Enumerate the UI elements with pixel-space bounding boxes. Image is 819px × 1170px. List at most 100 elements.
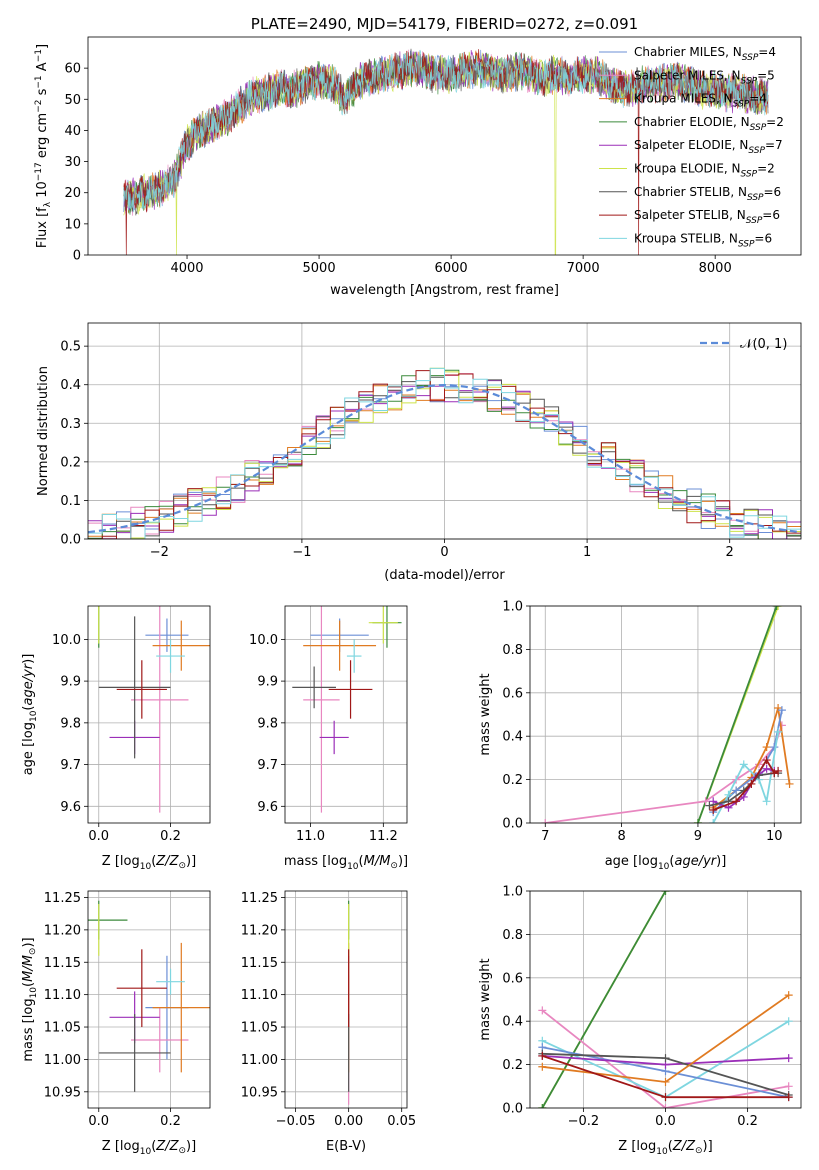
weight-marker [774, 766, 783, 775]
legend: 𝒩(0, 1) [700, 337, 787, 352]
y-tick-label: 50 [64, 93, 81, 108]
x-tick-label: 0.0 [88, 1114, 109, 1129]
y-tick-label: 1.0 [502, 600, 523, 615]
x-tick-label: 4000 [170, 261, 203, 276]
residuals-panel: −2 −1 0 1 2 0.0 0.1 0.2 0.3 0.4 0.5 𝒩(0, 1) (data-mo… [36, 322, 802, 583]
errorbar-point [131, 606, 189, 813]
y-tick-label: 0.0 [502, 817, 523, 832]
y-tick-label: 9.7 [60, 758, 81, 773]
axes-frame [87, 36, 802, 256]
plot-area [88, 367, 801, 539]
y-tick-label: 9.8 [257, 716, 278, 731]
age-vs-metallicity-panel: 0.0 0.2 9.6 9.7 9.8 9.9 10.0 Z [log10(Z/Z⊙)] age… [21, 605, 211, 872]
y-tick-label: 10.95 [44, 1085, 81, 1100]
y-tick-label: 11.05 [241, 1021, 278, 1036]
svg-text:age [log10(age/yr)]: age [log10(age/yr)] [21, 654, 39, 776]
weight-marker [661, 1104, 670, 1108]
errorbar-point [292, 666, 336, 709]
y-tick-label: 9.6 [257, 800, 278, 815]
weight-marker [784, 1017, 793, 1026]
y-tick-label: 60 [64, 62, 81, 77]
y-tick-label: 0.2 [502, 1058, 523, 1073]
y-tick-label: 40 [64, 124, 81, 139]
spectrum-panel: 4000 5000 6000 7000 8000 0 10 20 30 40 50 60 PLATE=2… [34, 15, 802, 298]
x-axis-label: mass [log10(M/M⊙)] [284, 854, 408, 872]
y-tick-label: 11.15 [44, 956, 81, 971]
errorbar-point [152, 942, 210, 1073]
legend: Chabrier MILES, NSSP=4 Salpeter MILES, NS… [599, 45, 784, 249]
axes-frame [284, 605, 408, 824]
weight-marker [762, 756, 771, 765]
y-tick-label: 9.7 [257, 758, 278, 773]
axes: 4000 5000 6000 7000 8000 0 10 20 30 40 50 60 PLATE=2… [34, 15, 802, 298]
x-tick-label: 11.0 [296, 829, 325, 844]
y-tick-label: 0.5 [60, 340, 81, 355]
x-tick-label: 0 [440, 545, 448, 560]
y-tick-label: 11.15 [241, 956, 278, 971]
mass-vs-ebv-panel: −0.05 0.00 0.05 10.95 11.00 11.05 11.10 11.15 11… [241, 890, 416, 1154]
axes: −2 −1 0 1 2 0.0 0.1 0.2 0.3 0.4 0.5 𝒩(0, 1) (data-mo… [36, 322, 802, 583]
y-tick-label: 11.00 [44, 1053, 81, 1068]
weight-marker [541, 819, 550, 823]
y-tick-label: 9.9 [257, 675, 278, 690]
weight-marker [661, 1093, 670, 1102]
axes-frame [87, 605, 211, 824]
x-tick-label: 7 [541, 829, 549, 844]
y-axis-label: age [log10(age/yr)] [21, 654, 39, 776]
weight-marker [777, 706, 786, 715]
age-vs-mass-panel: 11.0 11.2 9.6 9.7 9.8 9.9 10.0 mass [log10(M/M⊙… [249, 605, 408, 872]
y-tick-label: 11.20 [44, 923, 81, 938]
x-axis-label: wavelength [Angstrom, rest frame] [330, 283, 559, 298]
y-tick-label: 11.00 [241, 1053, 278, 1068]
weight-marker [538, 1104, 547, 1108]
x-tick-label: 0.2 [160, 829, 181, 844]
x-tick-label: −2 [150, 545, 169, 560]
axes: −0.2 0.0 0.2 0.0 0.2 0.4 0.6 0.8 1.0 Z [log10(Z/Z… [478, 885, 802, 1157]
plot-area [538, 891, 793, 1108]
y-tick-label: 11.25 [44, 891, 81, 906]
errorbar-point [346, 639, 362, 673]
axes: −0.05 0.00 0.05 10.95 11.00 11.05 11.10 11.15 11… [241, 890, 416, 1154]
y-tick-label: 10.0 [249, 633, 278, 648]
y-tick-label: 0.3 [60, 417, 81, 432]
x-tick-label: 7000 [567, 261, 600, 276]
grid [285, 891, 407, 1108]
legend-label: Kroupa MILES, NSSP=4 [634, 92, 767, 110]
errorbar-point [368, 606, 398, 644]
weight-marker [661, 891, 670, 895]
y-tick-label: 0.6 [502, 971, 523, 986]
x-tick-label: 5000 [303, 261, 336, 276]
y-tick-label: 11.05 [44, 1021, 81, 1036]
weight-marker [762, 797, 771, 806]
weight-marker [762, 743, 771, 752]
normal-curve [88, 383, 801, 534]
errorbar-point [98, 1014, 171, 1092]
plot-area [123, 48, 769, 255]
legend-label: Chabrier STELIB, NSSP=6 [634, 185, 781, 203]
y-tick-label: 9.9 [60, 675, 81, 690]
weight-marker [772, 606, 781, 610]
errorbar-point [156, 968, 185, 995]
weight-marker [661, 1077, 670, 1086]
y-tick-label: 11.10 [241, 988, 278, 1003]
y-tick-label: 11.10 [44, 988, 81, 1003]
weight-marker [661, 1054, 670, 1063]
y-tick-label: 9.8 [60, 716, 81, 731]
x-tick-label: 8 [617, 829, 625, 844]
x-tick-label: 1 [583, 545, 591, 560]
y-axis-label: Normed distribution [36, 366, 51, 496]
y-tick-label: 0.8 [502, 928, 523, 943]
weight-marker [538, 1062, 547, 1071]
axes-frame [284, 890, 408, 1109]
svg-text:mass weight: mass weight [478, 958, 493, 1040]
y-tick-label: 0.8 [502, 643, 523, 658]
x-tick-label: 0.0 [655, 1114, 676, 1129]
legend-label: Chabrier MILES, NSSP=4 [634, 45, 776, 63]
weight-line [712, 731, 779, 823]
y-tick-label: 0.2 [60, 455, 81, 470]
x-axis-label: Z [log10(Z/Z⊙)] [618, 1139, 712, 1157]
errorbar-point [156, 639, 185, 673]
weight-marker [784, 1082, 793, 1091]
y-tick-label: 10.0 [52, 633, 81, 648]
